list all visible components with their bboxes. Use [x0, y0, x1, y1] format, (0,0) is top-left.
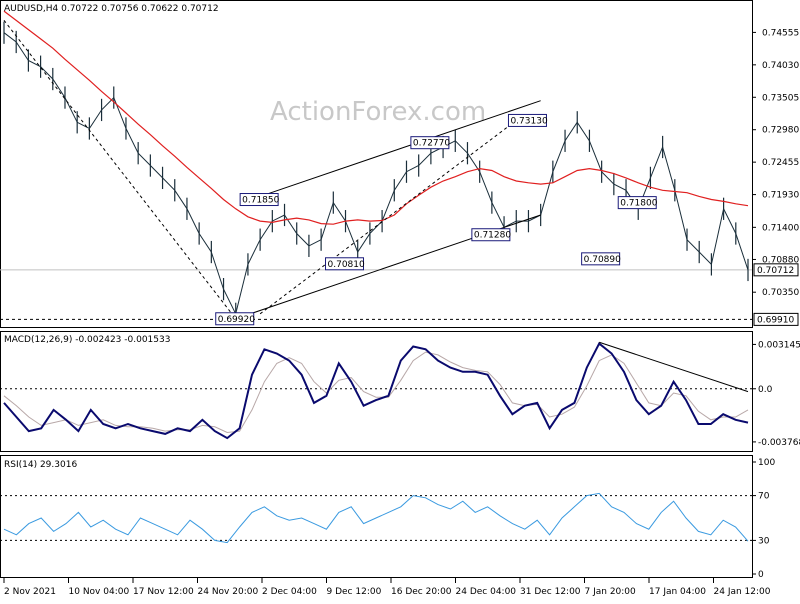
price-annotation-box	[471, 228, 511, 242]
macd-y-tick-label: -0.003768	[758, 438, 800, 448]
support-price-box	[753, 312, 799, 326]
last-price-box	[753, 263, 799, 277]
rsi-y-tick-label: 30	[758, 536, 770, 546]
watermark: ActionForex.com	[270, 97, 486, 127]
x-axis-label: 10 Nov 04:00	[69, 587, 130, 597]
price-annotation-box	[215, 312, 255, 326]
price-y-tick-label: 0.71930	[762, 191, 799, 201]
price-y-tick-label: 0.72980	[762, 126, 799, 136]
rsi-y-tick-label: 100	[758, 458, 775, 468]
price-y-tick-label: 0.74030	[762, 61, 799, 71]
rsi-panel: 100 70 30 0	[0, 458, 775, 580]
price-annotation-label: 0.70890	[584, 255, 621, 265]
price-y-tick-label: 0.72455	[762, 158, 799, 168]
price-annotation-label: 0.70810	[328, 260, 365, 270]
price-annotation-label: 0.71850	[242, 196, 279, 206]
x-axis-label: 7 Jan 20:00	[585, 587, 637, 597]
price-y-tick-label: 0.70350	[762, 288, 799, 298]
macd-panel-frame	[0, 331, 753, 452]
price-panel: 0.74555 0.74030 0.73505 0.72980 0.72455 0.719…	[0, 10, 799, 326]
price-panel-frame	[0, 0, 753, 328]
price-series-line	[3, 32, 749, 316]
price-annotation-box	[617, 196, 657, 210]
price-annotation-label: 0.71280	[474, 231, 511, 241]
x-axis-label: 17 Jan 04:00	[649, 587, 706, 597]
x-axis-label: 24 Jan 12:00	[714, 587, 771, 597]
rsi-y-tick-label: 0	[758, 570, 764, 580]
x-axis-label: 9 Dec 12:00	[327, 587, 382, 597]
price-annotation-label: 0.71800	[620, 199, 657, 209]
x-axis: 2 Nov 2021 10 Nov 04:00 17 Nov 12:00 24 Nov…	[3, 578, 771, 597]
price-y-tick-label: 0.71400	[762, 223, 799, 233]
x-axis-label: 2 Nov 2021	[4, 587, 56, 597]
last-price-label: 0.70712	[757, 266, 794, 276]
price-y-tick-label: 0.70880	[762, 255, 799, 265]
x-axis-label: 16 Dec 20:00	[391, 587, 452, 597]
x-axis-label: 24 Dec 04:00	[456, 587, 517, 597]
macd-signal-line	[3, 351, 749, 434]
rsi-line	[3, 492, 749, 544]
price-annotation-label: 0.69920	[218, 315, 255, 325]
uptrend-dashed-line	[259, 120, 517, 315]
price-annotation-label: 0.72770	[413, 139, 450, 149]
rsi-header: RSI(14) 29.3016	[4, 460, 77, 470]
channel-upper-line	[259, 100, 541, 197]
macd-trendline	[599, 341, 749, 393]
support-price-label: 0.69910	[757, 315, 794, 325]
rsi-y-tick-label: 70	[758, 492, 770, 502]
macd-header: MACD(12,26,9) -0.002423 -0.001533	[4, 335, 170, 345]
price-annotation-box	[239, 193, 279, 207]
price-annotation-box	[507, 113, 547, 127]
price-y-tick-label: 0.73505	[762, 93, 799, 103]
price-y-tick-label: 0.74555	[762, 28, 799, 38]
x-axis-label: 31 Dec 12:00	[520, 587, 581, 597]
price-annotation-label: 0.73130	[510, 116, 547, 126]
downtrend-line	[3, 20, 237, 320]
x-axis-label: 17 Nov 12:00	[133, 587, 194, 597]
macd-main-line	[3, 342, 749, 440]
x-axis-label: 24 Nov 20:00	[198, 587, 259, 597]
price-annotation-box	[581, 252, 621, 266]
macd-panel: 0.003145 0.0 -0.003768	[0, 340, 800, 448]
moving-average-line	[3, 10, 749, 225]
rsi-panel-frame	[0, 455, 753, 578]
price-annotation-box	[325, 257, 365, 271]
macd-y-tick-label: 0.003145	[758, 340, 800, 350]
price-annotation-box	[410, 136, 450, 150]
price-header: AUDUSD,H4 0.70722 0.70756 0.70622 0.7071…	[4, 4, 219, 14]
x-axis-label: 2 Dec 04:00	[262, 587, 317, 597]
macd-y-tick-label: 0.0	[758, 385, 773, 395]
